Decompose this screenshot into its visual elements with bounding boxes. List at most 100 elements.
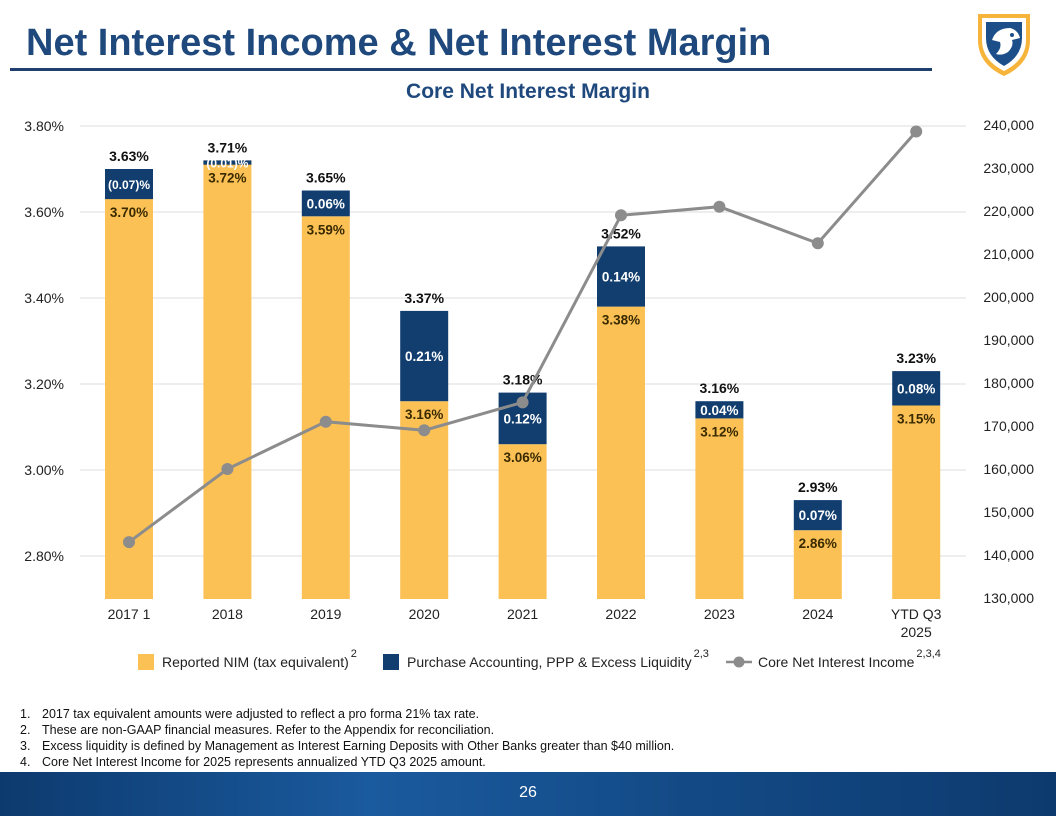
legend-swatch-reported xyxy=(138,654,154,670)
bar-reported-nim xyxy=(105,169,153,599)
bar-purchase-accounting xyxy=(400,310,449,402)
legend-item-reported-nim: Reported NIM (tax equivalent) 2 xyxy=(138,648,357,670)
core-nii-point xyxy=(418,424,431,437)
y-right-tick-label: 150,000 xyxy=(983,504,1034,520)
eagle-shield-logo xyxy=(978,14,1030,76)
y-right-tick-label: 190,000 xyxy=(983,332,1034,348)
y-left-tick-label: 3.60% xyxy=(24,204,64,220)
y-right-tick-label: 160,000 xyxy=(983,461,1034,477)
y-right-tick-label: 170,000 xyxy=(983,418,1034,434)
bar-purchase-accounting xyxy=(301,190,350,217)
footnote-text: These are non-GAAP financial measures. R… xyxy=(42,723,495,737)
total-value-label: 3.52% xyxy=(601,225,641,241)
legend-line-marker xyxy=(726,656,752,668)
bar-purchase-accounting xyxy=(793,500,842,531)
y-left-tick-label: 3.00% xyxy=(24,462,64,478)
core-nii-point xyxy=(319,415,332,428)
y-left-tick-label: 3.40% xyxy=(24,290,64,306)
y-right-tick-label: 130,000 xyxy=(983,590,1034,606)
footnote-text: 2017 tax equivalent amounts were adjuste… xyxy=(42,707,480,721)
core-nii-point xyxy=(615,209,627,222)
page-number: 26 xyxy=(519,784,537,801)
core-nii-point xyxy=(221,463,234,475)
legend-label-core-nii: Core Net Interest Income xyxy=(758,654,915,670)
purchase-value-label: 0.06% xyxy=(307,196,345,211)
x-tick-label: 2022 xyxy=(605,606,636,622)
reported-value-label: 3.72% xyxy=(208,171,246,186)
legend-sup-reported: 2 xyxy=(350,648,357,660)
y-right-tick-label: 180,000 xyxy=(983,375,1034,391)
bar-purchase-accounting xyxy=(105,169,153,200)
purchase-value-label: 0.21% xyxy=(405,349,443,364)
bar-reported-nim xyxy=(498,444,547,599)
y-right-tick-label: 240,000 xyxy=(983,117,1034,133)
reported-value-label: 2.86% xyxy=(799,536,837,551)
footnote-item: 3. Excess liquidity is defined by Managem… xyxy=(20,739,674,753)
bar-reported-nim xyxy=(695,418,744,599)
legend-item-core-nii: Core Net Interest Income 2,3,4 xyxy=(726,648,941,670)
x-tick-label: 2020 xyxy=(409,606,440,622)
total-value-label: 3.23% xyxy=(896,350,936,366)
bar-reported-nim xyxy=(793,530,842,599)
core-nii-point xyxy=(516,396,529,409)
legend-label-reported: Reported NIM (tax equivalent) xyxy=(162,654,349,670)
footnotes: 1. 2017 tax equivalent amounts were adjus… xyxy=(20,707,674,771)
bar-reported-nim xyxy=(892,405,941,599)
total-value-label: 2.93% xyxy=(798,479,838,495)
reported-value-label: 3.38% xyxy=(602,313,640,328)
reported-value-label: 3.16% xyxy=(405,407,443,422)
footer-bar: 26 xyxy=(0,772,1056,816)
y-right-tick-label: 220,000 xyxy=(983,203,1034,219)
y-right-tick-label: 200,000 xyxy=(983,289,1034,305)
y-left-tick-label: 3.80% xyxy=(24,118,64,134)
core-nii-point xyxy=(123,536,135,549)
x-tick-label: YTD Q3 xyxy=(891,606,942,622)
footnote-number: 4. xyxy=(20,755,31,769)
total-value-label: 3.16% xyxy=(700,380,740,396)
x-tick-label: 2023 xyxy=(704,606,735,622)
legend-swatch-purchase xyxy=(383,654,399,670)
bar-purchase-accounting xyxy=(892,371,941,406)
legend-item-purchase-accounting: Purchase Accounting, PPP & Excess Liquid… xyxy=(383,648,709,670)
footnote-number: 3. xyxy=(20,739,31,753)
purchase-value-label: (0.07)% xyxy=(108,178,150,192)
reported-value-label: 3.70% xyxy=(110,205,148,220)
footnote-item: 4. Core Net Interest Income for 2025 repr… xyxy=(20,755,674,769)
footnote-text: Excess liquidity is defined by Managemen… xyxy=(42,739,675,753)
x-tick-label: 2018 xyxy=(212,606,243,622)
reported-value-label: 3.06% xyxy=(503,450,541,465)
footnote-number: 2. xyxy=(20,723,31,737)
legend-label-purchase: Purchase Accounting, PPP & Excess Liquid… xyxy=(407,654,692,670)
purchase-value-label: 0.04% xyxy=(700,403,738,418)
core-nii-point xyxy=(811,237,824,250)
purchase-value-label: 0.12% xyxy=(503,411,541,426)
footnote-number: 1. xyxy=(20,707,31,721)
footnote-item: 1. 2017 tax equivalent amounts were adjus… xyxy=(20,707,674,721)
total-value-label: 3.63% xyxy=(109,148,149,164)
y-right-tick-label: 140,000 xyxy=(983,547,1034,563)
x-tick-label: 2019 xyxy=(310,606,341,622)
x-tick-label: 2021 xyxy=(507,606,538,622)
bar-purchase-accounting xyxy=(597,246,645,307)
total-value-label: 3.71% xyxy=(208,139,248,155)
bar-purchase-accounting xyxy=(203,160,252,165)
footnote-text: Core Net Interest Income for 2025 repres… xyxy=(42,755,486,769)
y-right-tick-label: 210,000 xyxy=(983,246,1034,262)
x-tick-label: 2017 1 xyxy=(108,606,151,622)
legend-sup-purchase: 2,3 xyxy=(693,648,709,660)
page-title: Net Interest Income & Net Interest Margi… xyxy=(26,22,772,64)
purchase-value-label: 0.14% xyxy=(602,270,640,285)
reported-value-label: 3.12% xyxy=(700,424,738,439)
bar-reported-nim xyxy=(301,216,350,600)
y-left-tick-label: 2.80% xyxy=(24,548,64,564)
core-nim-chart: 2.80% 3.00% 3.20% 3.40% 3.60% 3.80% 130,000 140… xyxy=(24,117,1034,640)
y-left-tick-label: 3.20% xyxy=(24,376,64,392)
reported-value-label: 3.59% xyxy=(307,222,345,237)
chart-subtitle: Core Net Interest Margin xyxy=(406,80,650,103)
purchase-value-label: 0.08% xyxy=(897,381,935,396)
x-tick-label: 2024 xyxy=(802,606,833,622)
core-nii-point xyxy=(713,200,726,213)
bar-purchase-accounting xyxy=(695,401,744,419)
total-value-label: 3.37% xyxy=(404,290,444,306)
x-tick-label: 2025 xyxy=(901,624,932,640)
